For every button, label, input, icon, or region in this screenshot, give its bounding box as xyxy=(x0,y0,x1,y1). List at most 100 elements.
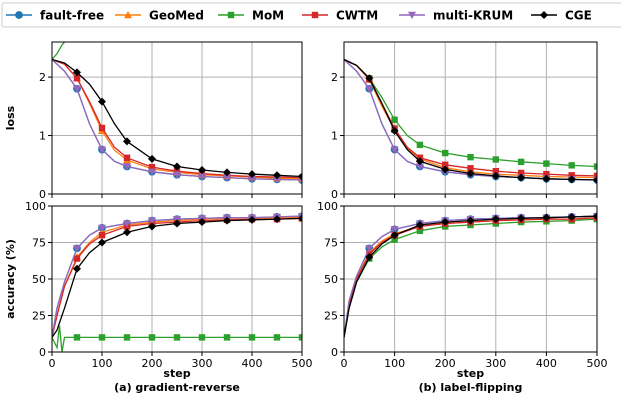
series-multi-krum-point xyxy=(273,176,281,184)
series-mom-point xyxy=(568,162,575,169)
subplot-loss: 0 1 2 xyxy=(331,41,598,201)
series-multi-krum-point xyxy=(123,163,131,171)
series-group xyxy=(344,212,597,338)
series-cwtm-point xyxy=(98,124,106,132)
series-cwtm-line xyxy=(52,217,302,338)
series-mom xyxy=(344,58,597,170)
plot-frame xyxy=(343,41,598,195)
x-tick-label: 500 xyxy=(292,357,313,370)
y-tick-label: 100 xyxy=(25,200,46,213)
series-mom-point xyxy=(148,334,156,341)
series-cge-point xyxy=(298,172,302,181)
series-cge-point xyxy=(148,154,156,163)
y-axis-label: loss xyxy=(4,105,17,130)
y-tick-label: 25 xyxy=(324,310,338,323)
y-tick-label: 0 xyxy=(39,188,46,201)
x-tick-label: 100 xyxy=(92,357,113,370)
legend-marker-fault-free xyxy=(15,11,23,19)
series-cge-point xyxy=(466,216,475,225)
series-cge-point xyxy=(98,97,106,106)
x-axis-label: step xyxy=(457,367,484,380)
series-cge-point xyxy=(223,168,231,177)
series-mom-point xyxy=(223,334,231,341)
series-mom-point xyxy=(273,334,281,341)
series-cge xyxy=(344,58,597,184)
x-tick-label: 200 xyxy=(142,357,163,370)
x-tick-label: 300 xyxy=(192,357,213,370)
series-cge-point xyxy=(441,165,450,174)
series-cge-point xyxy=(517,173,526,182)
series-cwtm-point xyxy=(543,170,550,178)
legend-label-fault-free: fault-free xyxy=(40,9,104,23)
series-cge-point xyxy=(173,219,181,228)
series-cge-point xyxy=(441,218,450,227)
series-cge-point xyxy=(567,212,576,221)
series-cge-point xyxy=(73,68,81,77)
legend-marker-cge xyxy=(540,11,548,19)
series-cge-point xyxy=(173,162,181,171)
series-cge-point xyxy=(365,253,374,262)
x-tick-label: 200 xyxy=(435,357,456,370)
series-cge-point xyxy=(415,157,424,166)
series-mom-point xyxy=(123,334,131,341)
series-cwtm-point xyxy=(173,168,181,175)
y-tick-label: 2 xyxy=(39,71,46,84)
series-group xyxy=(344,58,597,184)
series-cwtm-point xyxy=(517,169,525,177)
series-cge-point xyxy=(98,238,106,247)
series-cge-point xyxy=(298,214,302,223)
series-cwtm-point xyxy=(568,172,575,179)
series-cge xyxy=(52,58,302,181)
series-cwtm-point xyxy=(442,161,449,168)
series-multi-krum-line xyxy=(52,215,302,338)
series-mom-point xyxy=(543,160,550,167)
series-multi-krum xyxy=(52,213,302,338)
y-tick-label: 0 xyxy=(331,346,338,359)
series-cge-point xyxy=(415,220,424,229)
legend-marker-geomed xyxy=(124,11,132,19)
series-fault-free xyxy=(344,212,597,338)
legend-marker-mom xyxy=(227,11,235,19)
subplot-accuracy: 0 25 50 75 100 0 100 200 300 400 500 accuracy (%) xyxy=(4,200,313,370)
series-cge-point xyxy=(123,228,131,237)
y-tick-label: 75 xyxy=(32,237,46,250)
series-cge-point xyxy=(542,174,551,183)
legend-entry-cwtm: CWTM xyxy=(302,9,378,23)
series-mom xyxy=(52,325,302,352)
series-multi-krum xyxy=(52,59,302,184)
series-cwtm-line xyxy=(52,58,302,179)
series-multi-krum xyxy=(344,213,597,338)
series-mom xyxy=(344,215,597,338)
series-multi-krum-point xyxy=(198,173,206,181)
series-multi-krum-point xyxy=(248,175,256,183)
legend-label-cge: CGE xyxy=(565,9,592,23)
legend-label-multi-krum: multi-KRUM xyxy=(433,9,513,23)
series-group xyxy=(52,212,302,352)
y-tick-label: 0 xyxy=(331,188,338,201)
series-cwtm-line xyxy=(344,217,597,338)
legend-entry-cge: CGE xyxy=(531,9,592,23)
series-cge-point xyxy=(198,218,206,227)
series-cge-point xyxy=(248,170,256,179)
series-mom-point xyxy=(98,334,106,341)
series-multi-krum-point xyxy=(223,174,231,182)
x-tick-label: 400 xyxy=(242,357,263,370)
series-cge-point xyxy=(567,175,576,184)
series-multi-krum-point xyxy=(390,146,399,154)
x-axis-label: step xyxy=(163,367,190,380)
series-cge-line xyxy=(52,58,302,178)
series-cge-point xyxy=(365,74,374,83)
legend-label-cwtm: CWTM xyxy=(336,9,378,23)
series-mom-point xyxy=(492,156,499,163)
plot-frame xyxy=(51,41,303,195)
series-cge-point xyxy=(148,222,156,231)
series-geomed xyxy=(52,58,302,182)
y-tick-label: 50 xyxy=(32,273,46,286)
series-geomed xyxy=(52,213,302,338)
series-cge-point xyxy=(273,215,281,224)
series-mom-point xyxy=(416,141,424,149)
series-mom-point xyxy=(593,163,597,170)
